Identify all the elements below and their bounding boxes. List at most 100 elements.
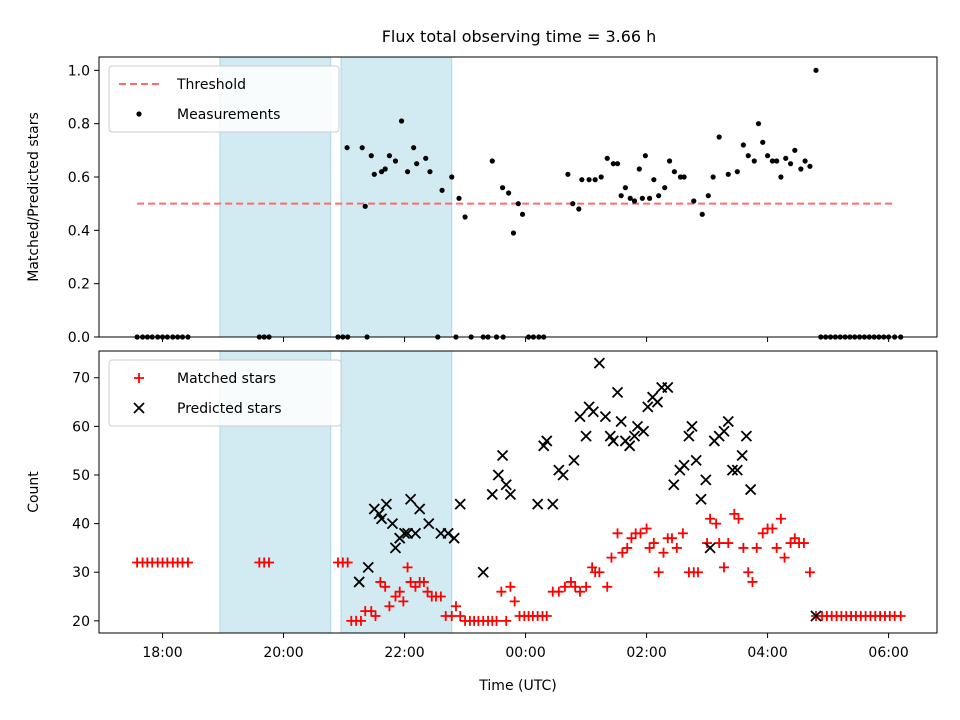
bottom-legend: Matched stars Predicted stars (108, 359, 342, 427)
matched-star-point (446, 610, 457, 621)
measurement-point (792, 147, 798, 153)
predicted-star-point (389, 542, 402, 554)
matched-star-point (370, 610, 381, 621)
measurement-point (359, 145, 365, 151)
matched-star-point (355, 615, 366, 626)
predicted-star-point (718, 425, 730, 437)
matched-star-point (394, 586, 405, 597)
x-tick-label: 20:00 (263, 645, 303, 661)
measurement-point (755, 121, 762, 127)
legend-box (108, 359, 342, 427)
top-axes-frame (98, 56, 938, 338)
measurement-point (627, 195, 633, 201)
matched-star-point (553, 586, 564, 597)
measurement-point (570, 201, 576, 207)
y-tick-label: 40 (72, 517, 90, 533)
matched-star-point (733, 513, 744, 524)
measurement-point (489, 158, 495, 164)
predicted-star-point (580, 430, 592, 442)
matched-star-point (418, 576, 429, 587)
top-y-axis-label: Matched/Predicted stars (26, 112, 42, 282)
observing-window-2 (340, 350, 453, 634)
predicted-star-point (810, 610, 822, 622)
measurement-point (398, 118, 405, 124)
measurement-point (386, 153, 393, 159)
predicted-star-point (574, 411, 586, 423)
matched-star-point (729, 508, 740, 519)
measurement-point (691, 198, 697, 204)
predicted-star-point (500, 479, 512, 491)
predicted-star-point (547, 498, 559, 510)
measurement-point (699, 211, 705, 217)
predicted-star-point (477, 566, 489, 578)
measurement-point (506, 190, 512, 196)
measurement-point (565, 171, 571, 177)
predicted-star-point (398, 527, 411, 539)
matched-star-point (602, 581, 613, 592)
matched-star-point (594, 567, 605, 578)
measurement-points (134, 67, 904, 340)
measurement-point (579, 177, 585, 183)
measurement-point (745, 153, 751, 159)
matched-star-point (398, 596, 409, 607)
measurement-point (604, 155, 610, 161)
measurement-point (651, 177, 657, 183)
measurement-point (510, 230, 517, 236)
measurement-point (639, 195, 645, 201)
measurement-point (427, 169, 433, 175)
matched-star-point (575, 586, 586, 597)
measurement-point (636, 166, 642, 172)
x-tick-label: 00:00 (505, 645, 545, 661)
predicted-star-point (353, 576, 365, 588)
measurement-point (382, 166, 388, 172)
measurement-point (519, 211, 526, 217)
matched-star-point (422, 586, 433, 597)
y-tick-label: 20 (72, 614, 90, 630)
measurement-point (423, 155, 429, 161)
matched-star-point (559, 581, 570, 592)
measurement-point (734, 169, 740, 175)
measurement-point (764, 153, 771, 159)
predicted-star-point (607, 435, 619, 447)
predicted-star-point (695, 493, 707, 505)
measurement-point (344, 145, 350, 151)
matched-star-point (380, 581, 391, 592)
measurement-point (586, 177, 592, 183)
matched-star-point (570, 581, 581, 592)
predicted-star-point (740, 430, 753, 442)
star-count-points (132, 357, 906, 626)
measurement-point (622, 185, 628, 191)
matched-star-point (635, 528, 646, 539)
x-tick-label: 04:00 (747, 645, 787, 661)
y-tick-label: 30 (72, 565, 90, 581)
measurement-point (610, 161, 616, 167)
measurement-point (449, 174, 455, 180)
measurement-point (807, 163, 813, 169)
x-tick-label: 02:00 (626, 645, 666, 661)
measurement-point (462, 214, 468, 220)
matched-star-point (798, 538, 809, 549)
predicted-star-point (380, 498, 393, 510)
matched-star-point (612, 528, 623, 539)
measurement-point (774, 158, 780, 164)
predicted-star-point (611, 386, 624, 398)
matched-star-point (785, 538, 796, 549)
matched-star-point (804, 567, 815, 578)
predicted-star-point (686, 420, 698, 432)
matched-star-point (581, 581, 592, 592)
predicted-star-point (599, 411, 612, 423)
measurement-point (598, 174, 604, 180)
predicted-star-point (423, 517, 435, 530)
star-count-panel: 20 30 40 50 60 70 18:00 20:00 22:00 00:00 02:00 04:… (26, 350, 938, 694)
predicted-star-point (722, 415, 734, 428)
predicted-star-point (557, 469, 569, 481)
matched-star-point (501, 615, 512, 626)
measurement-point (705, 193, 711, 199)
measurement-point (439, 187, 445, 193)
predicted-star-point (386, 517, 399, 530)
y-tick-label: 60 (72, 419, 90, 435)
y-tick-label: 1.0 (68, 63, 90, 79)
measurement-point (740, 142, 746, 148)
measurement-point (787, 161, 794, 167)
predicted-star-point (496, 449, 509, 462)
